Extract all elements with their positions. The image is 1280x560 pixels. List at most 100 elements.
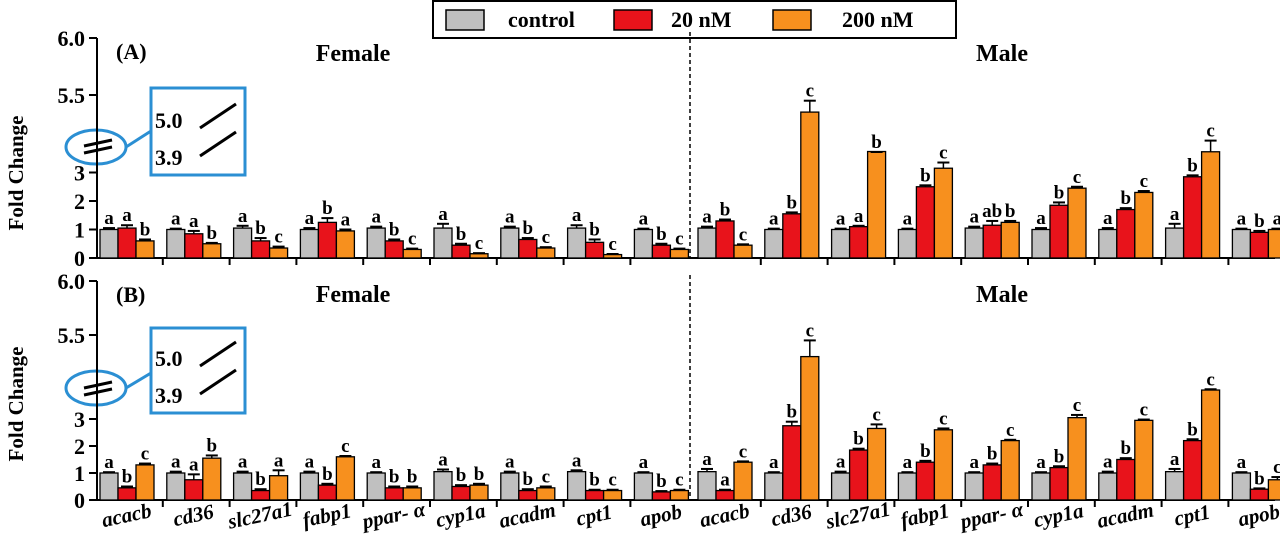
panel-b-significance-letter: b: [656, 471, 667, 492]
panel-b-bar: [1164, 470, 1185, 501]
panel-b-bar: [1267, 479, 1280, 501]
panel-b-significance-letter: a: [1036, 452, 1046, 473]
panel-b-significance-letter: b: [1054, 446, 1065, 467]
panel-b-bar: [800, 355, 820, 501]
panel-b-significance-letter: b: [1254, 468, 1265, 489]
panel-b-significance-letter: b: [322, 464, 333, 485]
panel-b-bar: [1182, 439, 1203, 501]
panel-a-significance-letter: b: [1254, 211, 1265, 232]
panel-a-bar: [782, 213, 802, 259]
panel-b-inset-connector: [125, 371, 152, 390]
panel-b-female-title: Female: [316, 282, 391, 308]
panel-a-bar: [848, 225, 869, 259]
panel-a-bar: [232, 227, 253, 259]
panel-b-bar: [848, 449, 869, 501]
panel-a-significance-letter: a: [438, 204, 448, 225]
panel-b-significance-letter: a: [189, 454, 199, 475]
legend-swatch-200nm: [772, 9, 812, 31]
panel-a-bar: [800, 111, 820, 259]
panel-a-bar: [964, 227, 984, 259]
panel-a-y-tick-label: 1: [74, 218, 85, 243]
panel-b-bar: [518, 489, 538, 501]
panel-a-inset-connector: [125, 129, 152, 149]
x-category-label: fabp1: [898, 498, 951, 532]
x-category-label: cd36: [171, 499, 216, 531]
panel-b-significance-letter: b: [589, 470, 600, 491]
panel-a-inset-upper: 5.0: [155, 108, 183, 133]
panel-a-significance-letter: a: [1103, 208, 1113, 229]
panel-b-significance-letter: b: [1121, 438, 1132, 459]
panel-b-y-tick-label: 5.5: [58, 323, 86, 348]
panel-a-significance-letter: a: [238, 206, 248, 227]
panel-b-bar: [1249, 488, 1270, 501]
panel-b-bar: [1067, 416, 1087, 501]
panel-a-bar: [1116, 208, 1136, 259]
panel-b-significance-letter: a: [104, 452, 114, 473]
panel-a-significance-letter: a: [171, 209, 181, 230]
panel-b-significance-letter: b: [853, 429, 864, 450]
panel-a-significance-letter: c: [939, 143, 947, 164]
panel-b-significance-letter: a: [1103, 452, 1113, 473]
panel-b-ylabel: Fold Change: [4, 347, 28, 462]
panel-a-significance-letter: a: [371, 207, 381, 228]
panel-a-significance-letter: a: [969, 207, 979, 228]
panel-b-significance-letter: a: [903, 452, 913, 473]
panel-b-significance-letter: c: [675, 470, 683, 491]
panel-a-bar: [697, 227, 717, 259]
panel-a-bar: [184, 233, 204, 259]
panel-b-significance-letter: a: [969, 452, 979, 473]
panel-a-significance-letter: a: [903, 209, 913, 230]
panel-a-significance-letter: a: [836, 209, 846, 230]
legend-label-20nm: 20 nM: [671, 7, 732, 32]
x-category-label: acadm: [497, 497, 558, 532]
panel-b-bar: [633, 472, 654, 501]
panel-a-bar: [268, 247, 289, 259]
panel-a-significance-letter: c: [1206, 121, 1214, 142]
panel-a-significance-letter: b: [1005, 201, 1016, 222]
panel-b-y-tick-label: 2: [74, 434, 85, 459]
panel-b-bar: [135, 464, 155, 501]
panel-a-significance-letter: a: [854, 206, 864, 227]
panel-b-bar: [451, 485, 471, 501]
panel-b-significance-letter: a: [572, 450, 582, 471]
x-category-label: acacb: [698, 498, 752, 532]
panel-a-significance-letter: ab: [982, 201, 1002, 222]
panel-b-significance-letter: b: [407, 467, 418, 488]
panel-a-significance-letter: b: [456, 224, 467, 245]
panel-a-significance-letter: c: [475, 233, 483, 254]
panel-b-inset-lower: 3.9: [155, 383, 183, 408]
panel-a-bar: [602, 253, 623, 259]
panel-a-significance-letter: b: [656, 224, 667, 245]
panel-a-bar: [1031, 228, 1051, 259]
panel-b-significance-letter: b: [122, 467, 133, 488]
panel-b-male-title: Male: [976, 282, 1028, 308]
panel-b-bar: [669, 489, 690, 501]
panel-a-significance-letter: b: [871, 132, 882, 153]
panel-a-bar: [1231, 228, 1252, 259]
x-category-label: cyp1a: [434, 498, 488, 532]
panel-a-bar: [982, 224, 1002, 259]
panel-b-bar: [697, 470, 717, 501]
panel-a-bar: [317, 221, 338, 259]
panel-b-significance-letter: c: [341, 436, 349, 457]
panel-b-significance-letter: b: [474, 464, 485, 485]
panel-a-significance-letter: b: [140, 219, 151, 240]
panel-a-bar: [866, 150, 887, 259]
panel-b-significance-letter: b: [207, 435, 218, 456]
panel-b-significance-letter: b: [787, 402, 798, 423]
panel-b-y-tick-label: 3: [74, 407, 85, 432]
panel-a-bar: [1067, 187, 1087, 259]
panel-a-significance-letter: a: [341, 210, 351, 231]
panel-b-bar: [782, 425, 802, 501]
panel-a-significance-letter: a: [1036, 208, 1046, 229]
panel-b-bar: [202, 457, 222, 501]
panel-b-significance-letter: b: [987, 444, 998, 465]
panel-b-bar: [433, 470, 453, 501]
panel-b-inset-slash-lower: [199, 368, 237, 396]
panel-a-bar: [1200, 151, 1221, 259]
panel-a-bar: [715, 220, 735, 259]
panel-b-significance-letter: a: [836, 452, 846, 473]
panel-a-inset-slash-lower: [199, 130, 237, 158]
